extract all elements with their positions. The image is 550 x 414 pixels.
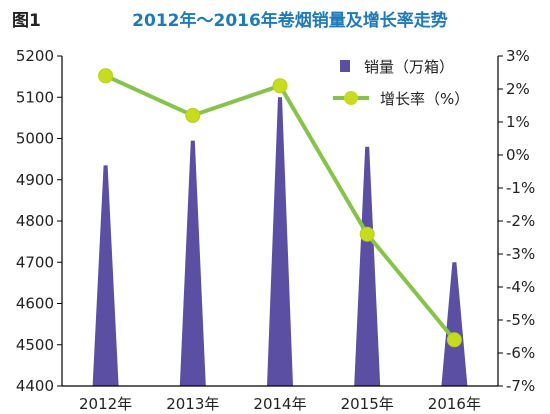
right-tick-label: -7%: [506, 377, 535, 395]
right-tick-label: -5%: [506, 311, 535, 329]
left-tick-label: 4400: [16, 377, 54, 395]
bar-series: [92, 97, 468, 386]
left-tick-label: 4500: [16, 336, 54, 354]
x-tick-label: 2015年: [341, 395, 394, 413]
left-tick-label: 4600: [16, 295, 54, 313]
right-tick-label: 3%: [506, 47, 530, 65]
left-tick-label: 5200: [16, 47, 54, 65]
bar: [179, 140, 206, 386]
x-tick-label: 2013年: [166, 395, 219, 413]
line-point: [272, 78, 288, 94]
left-axis-ticks: 4400 4500 4600 4700 4800 4900 5000 5100 5200: [16, 47, 62, 395]
legend-line-marker: [344, 91, 358, 105]
bar: [354, 146, 381, 386]
right-tick-label: 2%: [506, 80, 530, 98]
right-tick-label: -4%: [506, 278, 535, 296]
legend: 销量（万箱） 增长率（%）: [333, 58, 469, 108]
left-tick-label: 5000: [16, 130, 54, 148]
bar: [441, 262, 468, 386]
legend-bar-label: 销量（万箱）: [364, 58, 454, 76]
x-tick-label: 2014年: [253, 395, 306, 413]
line-point: [98, 68, 114, 84]
line-point: [446, 332, 462, 348]
x-axis-labels: 2012年 2013年 2014年 2015年 2016年: [79, 395, 481, 413]
x-tick-label: 2016年: [428, 395, 481, 413]
left-tick-label: 4800: [16, 212, 54, 230]
legend-line-label: 增长率（%）: [380, 90, 469, 108]
x-tick-label: 2012年: [79, 395, 132, 413]
right-tick-label: -6%: [506, 344, 535, 362]
figure-label: 图1: [12, 11, 41, 31]
right-tick-label: -2%: [506, 212, 535, 230]
line-point: [359, 226, 375, 242]
right-tick-label: 1%: [506, 113, 530, 131]
legend-bar-swatch: [340, 60, 350, 72]
right-tick-label: -1%: [506, 179, 535, 197]
bar: [267, 97, 293, 386]
left-tick-label: 5100: [16, 88, 54, 106]
line-point: [185, 107, 201, 123]
bar: [92, 165, 119, 386]
line-series: [98, 68, 462, 348]
right-tick-label: -3%: [506, 245, 535, 263]
right-axis-ticks: 3% 2% 1% 0% -1% -2% -3% -4% -5% -6% -7%: [498, 47, 535, 395]
right-tick-label: 0%: [506, 146, 530, 164]
left-tick-label: 4700: [16, 253, 54, 271]
chart-title: 2012年～2016年卷烟销量及增长率走势: [132, 10, 448, 31]
left-tick-label: 4900: [16, 171, 54, 189]
